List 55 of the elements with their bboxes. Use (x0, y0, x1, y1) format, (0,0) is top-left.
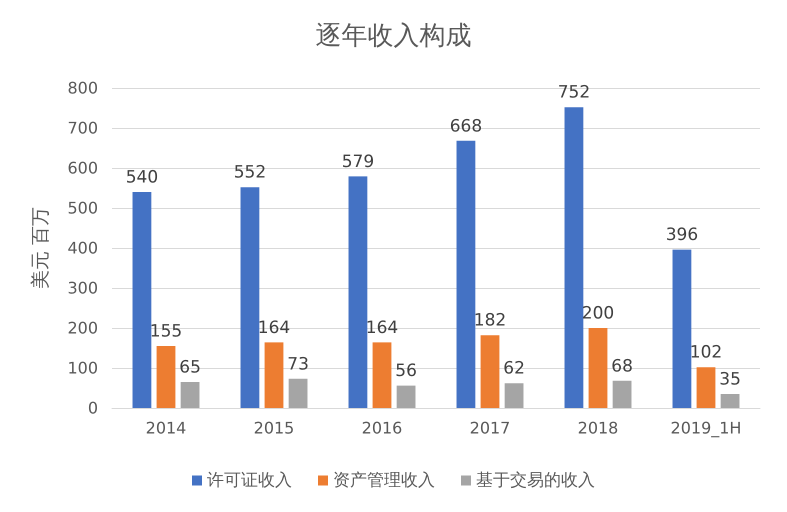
data-label: 182 (474, 310, 506, 331)
data-label: 164 (366, 318, 398, 338)
x-tick-label: 2018 (578, 418, 618, 438)
bar (588, 328, 608, 408)
bar (396, 386, 416, 408)
data-label: 579 (342, 152, 374, 172)
x-tick-label: 2016 (362, 418, 402, 438)
x-tick-label: 2017 (470, 418, 510, 438)
data-label: 396 (666, 225, 698, 246)
bar (696, 367, 716, 408)
bar (132, 192, 152, 408)
bar (180, 382, 200, 408)
y-tick-label: 400 (67, 238, 98, 258)
x-tick-label: 2015 (254, 418, 294, 438)
bar (264, 342, 284, 408)
y-tick-label: 300 (67, 278, 98, 298)
bar (672, 250, 692, 408)
x-tick-label: 2014 (146, 418, 186, 438)
bar (456, 140, 476, 408)
data-label: 35 (719, 370, 741, 390)
bar (720, 394, 740, 408)
bar (240, 187, 260, 408)
data-label: 62 (503, 358, 525, 379)
legend-label: 资产管理收入 (333, 470, 435, 490)
legend-label: 基于交易的收入 (476, 470, 595, 490)
bar (348, 176, 368, 408)
data-label: 102 (690, 342, 722, 363)
data-label: 668 (450, 116, 482, 136)
y-tick-label: 200 (67, 318, 98, 338)
bar (480, 335, 500, 408)
data-label: 540 (126, 168, 158, 188)
bar (612, 380, 632, 408)
data-label: 68 (611, 356, 633, 376)
y-axis-title: 美元 百万 (30, 206, 52, 290)
y-tick-label: 500 (67, 198, 98, 218)
bar (564, 107, 584, 408)
data-label: 56 (395, 361, 417, 382)
data-label: 552 (234, 162, 266, 183)
bar (156, 346, 176, 408)
y-tick-label: 0 (88, 398, 98, 418)
y-tick-label: 700 (67, 118, 98, 138)
bar (372, 342, 392, 408)
x-tick-label: 2019_1H (670, 418, 742, 438)
data-label: 65 (179, 358, 201, 378)
y-tick-label: 800 (67, 78, 98, 98)
y-tick-label: 100 (67, 358, 98, 378)
y-tick-label: 600 (67, 158, 98, 178)
data-label: 752 (558, 82, 590, 103)
bar (504, 383, 524, 408)
bar (288, 378, 308, 408)
data-label: 155 (150, 322, 182, 342)
legend-label: 许可证收入 (207, 470, 292, 490)
chart-title: 逐年收入构成 (316, 21, 472, 51)
data-label: 73 (287, 354, 309, 374)
data-label: 164 (258, 318, 290, 338)
